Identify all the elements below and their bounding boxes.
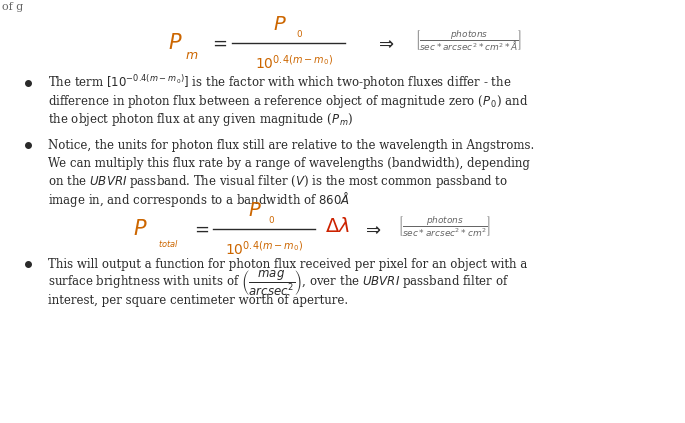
Text: interest, per square centimeter worth of aperture.: interest, per square centimeter worth of… [48,294,348,307]
Text: $P$: $P$ [273,16,287,34]
Text: $P$: $P$ [133,219,147,239]
Text: This will output a function for photon flux received per pixel for an object wit: This will output a function for photon f… [48,258,527,270]
Text: $\left[\dfrac{photons}{sec * arcsec^2 * cm^2 * \AA}\right]$: $\left[\dfrac{photons}{sec * arcsec^2 * … [415,29,522,53]
Text: image in, and corresponds to a bandwidth of $860\AA$: image in, and corresponds to a bandwidth… [48,190,350,209]
Text: $\Rightarrow$: $\Rightarrow$ [375,34,395,52]
Text: $=$: $=$ [209,34,227,52]
Text: of g: of g [2,2,23,12]
Text: $10^{0.4(m-m_{\,0})}$: $10^{0.4(m-m_{\,0})}$ [255,54,334,72]
Text: The term $[10^{-0.4(m-m_{\,0})}]$ is the factor with which two-photon fluxes dif: The term $[10^{-0.4(m-m_{\,0})}]$ is the… [48,74,512,93]
Text: $m$: $m$ [186,49,199,61]
Text: $\left[\dfrac{photons}{sec * arcsec^2 * cm^2}\right]$: $\left[\dfrac{photons}{sec * arcsec^2 * … [398,215,491,239]
Text: $=$: $=$ [190,220,210,238]
Text: $10^{0.4(m-m_{\,0})}$: $10^{0.4(m-m_{\,0})}$ [225,240,303,258]
Text: $_0$: $_0$ [268,212,275,225]
Text: surface brightness with units of $\left(\dfrac{mag}{arcsec^{2}}\right)$, over th: surface brightness with units of $\left(… [48,267,509,297]
Text: $_0$: $_0$ [296,27,303,39]
Text: on the $\mathit{UBVRI}$ passband. The visual filter ($V$) is the most common pas: on the $\mathit{UBVRI}$ passband. The vi… [48,173,508,190]
Text: $\Rightarrow$: $\Rightarrow$ [362,220,382,238]
Text: $_{total}$: $_{total}$ [158,236,179,248]
Text: $P$: $P$ [248,202,262,220]
Text: Notice, the units for photon flux still are relative to the wavelength in Angstr: Notice, the units for photon flux still … [48,138,534,151]
Text: $P$: $P$ [168,33,182,53]
Text: the object photon flux at any given magnitude ($P_{\,m}$): the object photon flux at any given magn… [48,110,353,127]
Text: We can multiply this flux rate by a range of wavelengths (bandwidth), depending: We can multiply this flux rate by a rang… [48,157,530,170]
Text: difference in photon flux between a reference object of magnitude zero ($P_{\,0}: difference in photon flux between a refe… [48,93,528,110]
Text: $\Delta\lambda$: $\Delta\lambda$ [325,217,350,236]
